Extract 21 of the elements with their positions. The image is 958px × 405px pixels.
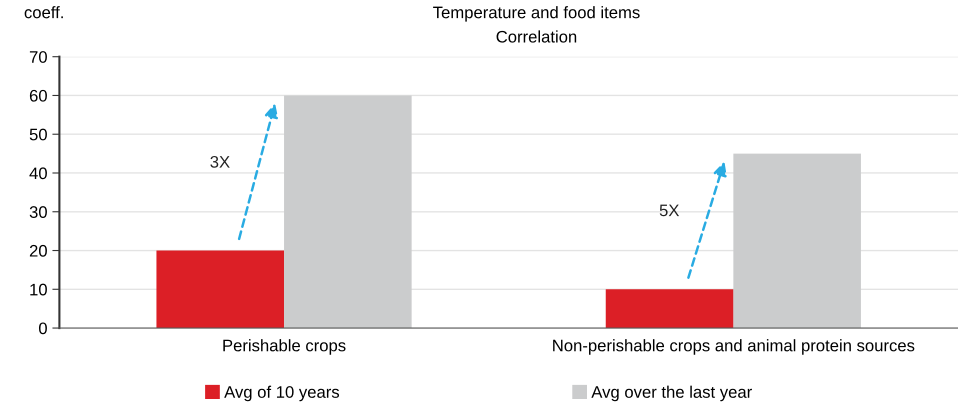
- y-tick-label: 30: [30, 206, 47, 218]
- y-tick-label: 70: [30, 51, 47, 63]
- bar: [284, 95, 412, 328]
- bar: [156, 250, 284, 328]
- legend-label: Avg over the last year: [591, 386, 752, 402]
- y-tick-label: 0: [38, 322, 47, 334]
- x-tick-label: Non-perishable crops and animal protein sources: [553, 339, 914, 355]
- bar: [606, 289, 734, 328]
- y-tick-label: 10: [30, 284, 47, 296]
- annotation: 5X: [660, 204, 680, 216]
- legend-label: Avg of 10 years: [224, 386, 340, 402]
- y-tick-label: 40: [29, 167, 47, 180]
- chart-subtitle: Correlation: [496, 30, 576, 43]
- y-tick-label: 20: [30, 244, 47, 257]
- x-tick-label: Perishable crops: [223, 339, 346, 355]
- y-tick-label: 60: [30, 90, 47, 102]
- y-axis-title: coeff.: [24, 6, 63, 18]
- bar: [733, 154, 861, 328]
- y-tick-label: 50: [30, 128, 47, 140]
- chart-title: Temperature and food items: [433, 6, 640, 22]
- annotation: 3X: [210, 156, 230, 168]
